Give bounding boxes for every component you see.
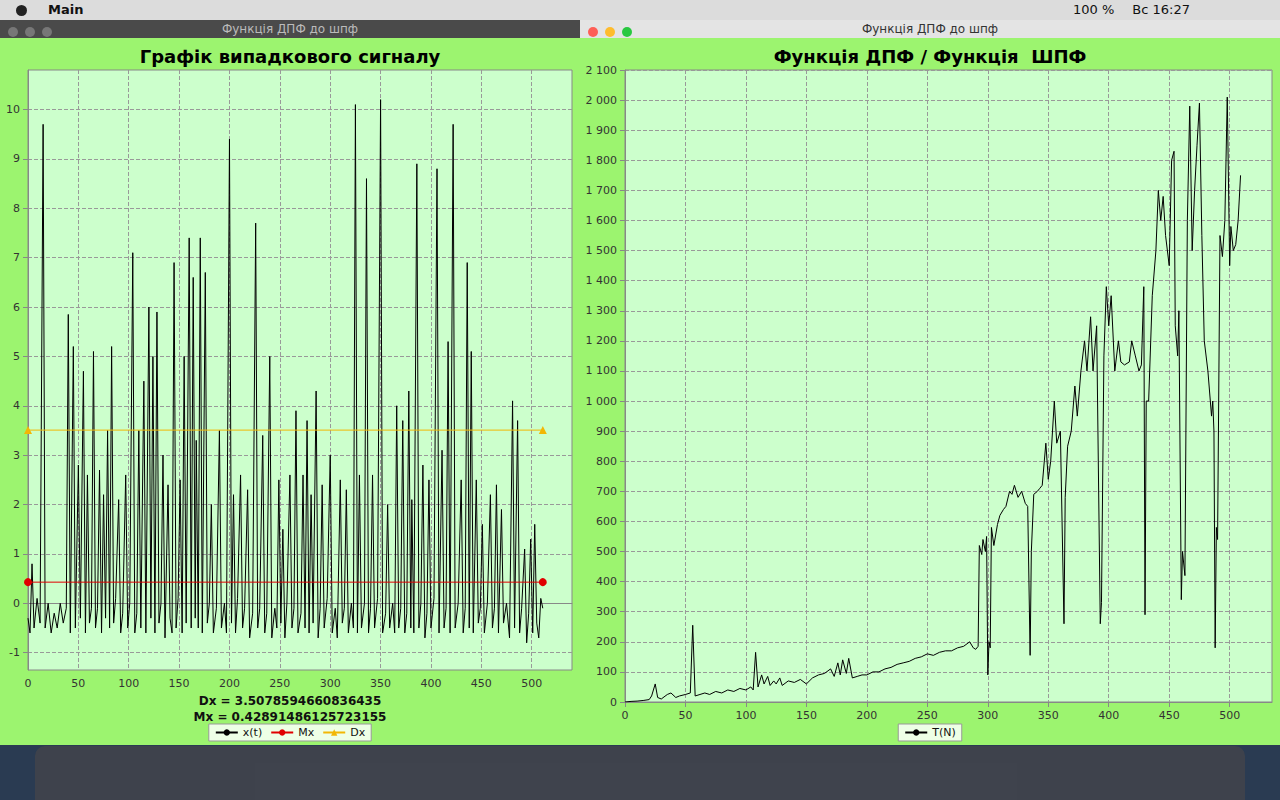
svg-text:900: 900: [596, 425, 617, 438]
svg-text:0: 0: [622, 709, 629, 722]
svg-text:0: 0: [610, 696, 617, 709]
svg-text:1 200: 1 200: [586, 334, 618, 347]
svg-text:200: 200: [219, 677, 240, 690]
svg-text:1: 1: [13, 547, 20, 560]
svg-text:2 000: 2 000: [586, 94, 618, 107]
svg-text:350: 350: [1038, 709, 1059, 722]
svg-text:200: 200: [596, 635, 617, 648]
svg-text:100: 100: [118, 677, 139, 690]
svg-text:300: 300: [977, 709, 998, 722]
html-text:Вс 16:27: Вс 16:27: [1132, 2, 1190, 17]
svg-text:600: 600: [596, 515, 617, 528]
svg-text:500: 500: [521, 677, 542, 690]
svg-text:500: 500: [596, 545, 617, 558]
svg-text:8: 8: [13, 202, 20, 215]
svg-text:300: 300: [320, 677, 341, 690]
svg-text:1 300: 1 300: [586, 304, 618, 317]
svg-text:250: 250: [269, 677, 290, 690]
svg-text:150: 150: [169, 677, 190, 690]
svg-text:0: 0: [25, 677, 32, 690]
svg-text:250: 250: [917, 709, 938, 722]
svg-text:6: 6: [13, 301, 20, 314]
svg-text:1 400: 1 400: [586, 274, 618, 287]
svg-text:100: 100: [735, 709, 756, 722]
html-text:Функція ДПФ до шпф: Функція ДПФ до шпф: [861, 22, 999, 36]
svg-text:100: 100: [596, 665, 617, 678]
svg-text:450: 450: [1159, 709, 1180, 722]
svg-text:500: 500: [1219, 709, 1240, 722]
svg-text:800: 800: [596, 455, 617, 468]
svg-text:700: 700: [596, 485, 617, 498]
svg-text:400: 400: [596, 575, 617, 588]
svg-text:7: 7: [13, 251, 20, 264]
svg-text:Графік випадкового сигналу: Графік випадкового сигналу: [140, 46, 441, 67]
svg-text:Функція ДПФ / Функція ШПФ: Функція ДПФ / Функція ШПФ: [774, 46, 1087, 67]
svg-text:T(N): T(N): [931, 726, 956, 739]
svg-text:450: 450: [471, 677, 492, 690]
svg-text:300: 300: [596, 605, 617, 618]
svg-text:5: 5: [13, 350, 20, 363]
svg-text:Dx: Dx: [350, 726, 365, 739]
svg-text:9: 9: [13, 152, 20, 165]
svg-text:1 600: 1 600: [586, 214, 618, 227]
svg-text:50: 50: [678, 709, 692, 722]
svg-text:350: 350: [370, 677, 391, 690]
html-text:Функція ДПФ до шпф: Функція ДПФ до шпф: [221, 22, 359, 36]
svg-text:4: 4: [13, 399, 20, 412]
svg-text:400: 400: [1098, 709, 1119, 722]
svg-text:1 900: 1 900: [586, 124, 618, 137]
html-text:100 %: 100 %: [1073, 2, 1115, 17]
svg-text:x(t): x(t): [243, 726, 262, 739]
svg-text:Mx: Mx: [298, 726, 314, 739]
svg-text:50: 50: [71, 677, 85, 690]
svg-text:400: 400: [420, 677, 441, 690]
svg-text:Dx = 3.5078594660836435: Dx = 3.5078594660836435: [199, 694, 382, 708]
svg-text:2 100: 2 100: [586, 64, 618, 77]
svg-text:150: 150: [796, 709, 817, 722]
svg-text:1 100: 1 100: [586, 364, 618, 377]
html-text:Main: Main: [48, 2, 84, 17]
svg-text:200: 200: [856, 709, 877, 722]
svg-text:Mx = 0.42891486125723155: Mx = 0.42891486125723155: [194, 710, 387, 724]
svg-text:2: 2: [13, 498, 20, 511]
svg-text:1 700: 1 700: [586, 184, 618, 197]
svg-text:1 800: 1 800: [586, 154, 618, 167]
svg-text:1 500: 1 500: [586, 244, 618, 257]
svg-text:1 000: 1 000: [586, 395, 618, 408]
svg-text:10: 10: [6, 103, 20, 116]
svg-text:3: 3: [13, 449, 20, 462]
svg-text:-1: -1: [9, 646, 20, 659]
svg-text:0: 0: [13, 597, 20, 610]
